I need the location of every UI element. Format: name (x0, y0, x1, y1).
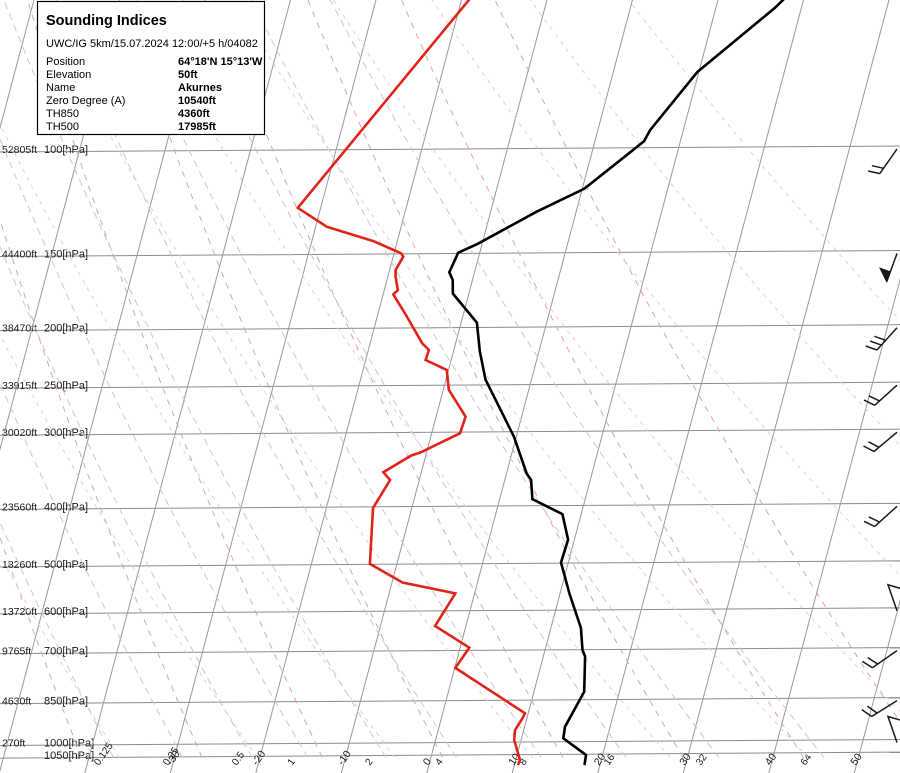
svg-text:Akurnes: Akurnes (178, 82, 222, 94)
svg-text:250[hPa]: 250[hPa] (44, 380, 88, 392)
svg-text:200[hPa]: 200[hPa] (44, 323, 88, 335)
svg-text:Position: Position (46, 56, 85, 68)
svg-text:4630ft: 4630ft (2, 696, 31, 708)
svg-text:400[hPa]: 400[hPa] (44, 501, 88, 513)
svg-text:Elevation: Elevation (46, 69, 91, 81)
svg-text:44400ft: 44400ft (2, 249, 37, 261)
svg-text:1000[hPa]: 1000[hPa] (44, 738, 94, 750)
svg-text:13720ft: 13720ft (2, 606, 37, 618)
svg-text:850[hPa]: 850[hPa] (44, 696, 88, 708)
svg-text:Name: Name (46, 82, 75, 94)
svg-text:TH850: TH850 (46, 108, 79, 120)
svg-text:UWC/IG 5km/15.07.2024 12:00/+5: UWC/IG 5km/15.07.2024 12:00/+5 h/04082 (46, 38, 258, 50)
svg-text:4360ft: 4360ft (178, 108, 210, 120)
svg-text:23560ft: 23560ft (2, 501, 37, 513)
svg-text:64°18'N 15°13'W: 64°18'N 15°13'W (178, 56, 263, 68)
svg-text:TH500: TH500 (46, 121, 79, 133)
svg-text:1050[hPa]: 1050[hPa] (44, 750, 94, 762)
svg-text:17985ft: 17985ft (178, 121, 216, 133)
svg-text:300[hPa]: 300[hPa] (44, 427, 88, 439)
svg-text:Sounding Indices: Sounding Indices (46, 13, 167, 29)
svg-text:10540ft: 10540ft (178, 95, 216, 107)
svg-text:52805ft: 52805ft (2, 144, 37, 156)
svg-text:600[hPa]: 600[hPa] (44, 606, 88, 618)
svg-text:9765ft: 9765ft (2, 646, 31, 658)
svg-text:700[hPa]: 700[hPa] (44, 646, 88, 658)
svg-text:Zero Degree (A): Zero Degree (A) (46, 95, 125, 107)
svg-text:50ft: 50ft (178, 69, 198, 81)
svg-text:33915ft: 33915ft (2, 380, 37, 392)
